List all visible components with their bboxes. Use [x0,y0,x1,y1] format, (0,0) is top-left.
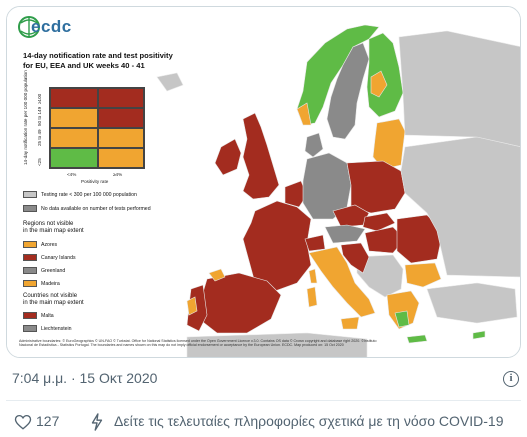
greece [386,290,420,330]
italy [308,246,376,318]
croatia [340,242,370,274]
legend-cell-r3c1 [50,128,98,148]
legend-region-azores: Azores [23,241,57,248]
covid-info-link[interactable]: Δείτε τις τελευταίες πληροφορίες σχετικά… [114,413,504,429]
legend-country-liechtenstein: Liechtenstein [23,325,72,332]
austria [324,224,366,244]
tweet-timestamp[interactable]: 7:04 μ.μ. · 15 Οκτ 2020 [12,370,158,386]
tweet-media-image[interactable]: ecdc 14-day notification rate and test p… [6,6,521,358]
sweden [326,42,370,140]
legend-countries-heading: Countries not visible in the main map ex… [23,293,84,306]
europe-map [7,7,520,357]
legend-swatch-testing [23,191,37,198]
finland [366,32,404,118]
heart-icon[interactable] [14,413,32,431]
ireland [214,138,242,176]
map-footnote: Administrative boundaries: © EuroGeograp… [19,339,377,348]
legend-swatch-liechtenstein [23,325,37,332]
legend-cell-r4c2 [98,148,144,168]
bulgaria [404,262,442,288]
romania [396,214,444,264]
ecdc-logo-icon [18,16,40,38]
legend-cell-r2c1 [50,108,98,128]
legend-swatch-azores [23,241,37,248]
tweet-actions: 127 Δείτε τις τελευταίες πληροφορίες σχε… [0,412,527,432]
corsica [308,268,318,284]
legend-y-tick-3: 25 to 49 [37,129,42,146]
spain-north-region [208,268,226,282]
sardinia [306,286,318,308]
ecdc-logo-text: ecdc [31,17,72,36]
like-count[interactable]: 127 [36,413,60,429]
legend-country-malta: Malta [23,312,54,319]
greece-region [394,310,410,328]
legend-region-greenland: Greenland [23,267,65,274]
portugal-region [186,296,198,316]
legend-y-tick-2: 50 to 149 [37,106,42,126]
turkey [426,282,518,324]
russia [398,30,520,147]
legend-region-canary: Canary Islands [23,254,76,261]
legend-x-axis-label: Positivity rate [81,179,109,184]
legend-y-axis-label: 14-day notification rate per 100 000 pop… [23,70,28,165]
iceland [156,72,184,92]
lightning-bolt-icon [91,413,103,431]
slovakia [362,212,396,232]
info-icon[interactable]: i [503,371,519,387]
legend-no-data: No data available on number of tests per… [23,205,151,212]
legend-x-tick-1: <4% [67,172,77,177]
switzerland [304,234,326,252]
north-africa [186,332,368,357]
france [242,200,312,292]
legend-testing-rate: Testing rate < 300 per 100 000 populatio… [23,191,137,198]
legend-cell-r3c2 [98,128,144,148]
legend-y-tick-4: <25 [37,158,42,166]
legend-region-madeira: Madeira [23,280,60,287]
divider [6,400,521,401]
united-kingdom [242,112,280,200]
legend-swatch-no-data [23,205,37,212]
legend-swatch-malta [23,312,37,319]
legend-matrix [49,87,145,169]
legend-cell-r1c2 [98,88,144,108]
legend-cell-r2c2 [98,108,144,128]
legend-cell-r4c1 [50,148,98,168]
map-title: 14-day notification rate and test positi… [23,51,173,70]
legend-cell-r1c1 [50,88,98,108]
norway-south [296,102,312,126]
finland-region [370,70,388,98]
baltics [372,118,406,170]
cyprus [472,330,486,340]
legend-swatch-greenland [23,267,37,274]
legend-swatch-canary [23,254,37,261]
poland [346,160,406,214]
denmark [304,132,324,158]
legend-swatch-madeira [23,280,37,287]
sicily [340,316,360,330]
legend-y-tick-1: ≥100 [37,93,42,104]
legend-regions-heading: Regions not visible in the main map exte… [23,221,84,234]
legend-x-tick-2: ≥4% [113,172,123,177]
balkans [356,254,404,298]
crete [406,334,428,344]
